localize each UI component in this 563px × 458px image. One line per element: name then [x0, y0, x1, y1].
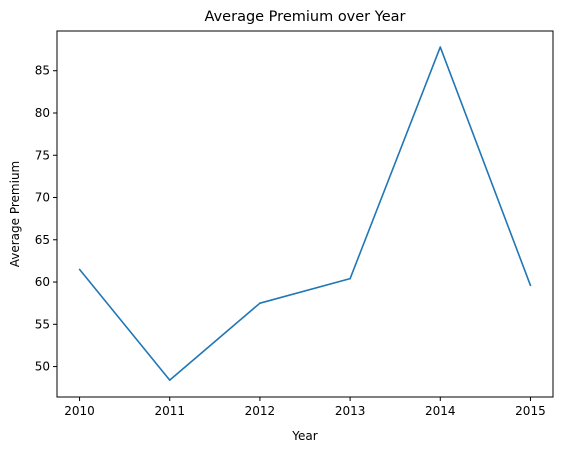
y-axis-label: Average Premium	[8, 161, 22, 268]
x-tick-label: 2012	[245, 404, 276, 418]
y-tick-label: 80	[35, 106, 50, 120]
y-tick-label: 65	[35, 233, 50, 247]
x-tick-label: 2015	[515, 404, 546, 418]
chart-title: Average Premium over Year	[205, 9, 406, 25]
y-tick-label: 55	[35, 317, 50, 331]
data-point	[439, 46, 442, 48]
series-line	[78, 46, 532, 381]
x-tick-label: 2010	[64, 404, 95, 418]
y-tick-label: 85	[35, 64, 50, 78]
y-axis: 50 55 60 65 70 75 80 85	[35, 64, 57, 374]
data-point	[78, 268, 81, 271]
series-layer	[78, 46, 532, 381]
y-tick-label: 70	[35, 191, 50, 205]
data-point	[168, 379, 171, 381]
x-axis: 2010 2011 2012 2013 2014 2015	[64, 397, 546, 418]
x-tick-label: 2014	[425, 404, 456, 418]
plot-area-frame	[56, 30, 554, 398]
y-tick-label: 60	[35, 275, 50, 289]
x-tick-label: 2011	[154, 404, 185, 418]
y-tick-label: 50	[35, 360, 50, 374]
x-axis-label: Year	[291, 429, 317, 443]
data-point	[349, 277, 351, 280]
data-point	[529, 284, 532, 287]
x-tick-label: 2013	[335, 404, 366, 418]
data-point	[259, 302, 261, 304]
y-tick-label: 75	[35, 148, 50, 162]
